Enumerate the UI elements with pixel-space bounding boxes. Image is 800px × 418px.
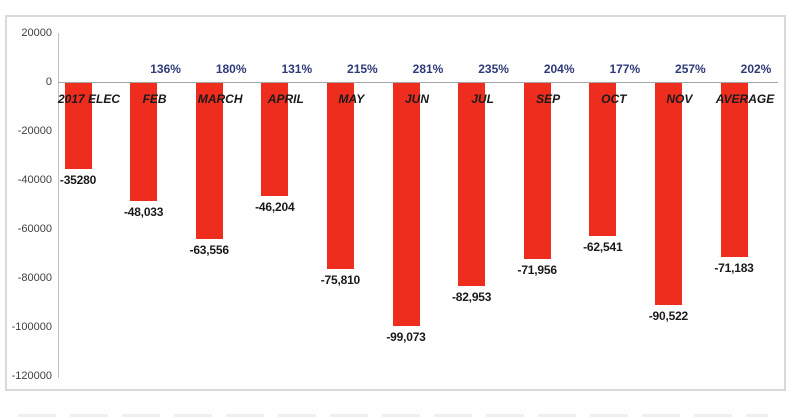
percent-label: 177% [609,62,641,76]
y-tick-label: -40000 [17,174,52,186]
category-label: MARCH [197,92,243,106]
bar [589,83,617,236]
percent-label: 131% [281,62,313,76]
category-label: NOV [666,92,693,106]
percent-label: 235% [478,62,509,76]
y-axis-line [58,33,59,378]
percent-label: 281% [412,62,444,76]
y-tick-label: -20000 [17,125,52,137]
bar [523,83,551,259]
value-label: -35280 [59,173,97,187]
percent-label: 204% [543,62,575,76]
y-tick-label: 0 [45,76,52,88]
y-tick-label: -60000 [17,223,52,235]
category-label: FEB [142,92,167,106]
value-label: -82,953 [451,290,492,304]
category-label: JUN [404,92,429,106]
percent-label: 136% [150,62,181,76]
bar [130,83,158,201]
percent-label: 257% [675,62,706,76]
bar [64,83,92,169]
bar [392,83,420,326]
y-tick-label: -120000 [11,370,52,382]
bar [326,83,354,269]
bar [458,83,486,286]
category-label: MAY [338,92,365,106]
percent-label: 202% [740,62,772,76]
percent-label: 215% [347,62,378,76]
cropped-table-edge [18,414,768,417]
percent-label: 180% [215,62,247,76]
y-tick-label: -100000 [11,321,52,333]
bar [720,83,748,257]
bar [195,83,223,239]
value-label: -46,204 [255,200,295,214]
value-label: -48,033 [123,205,164,219]
bar [261,83,289,196]
category-label: AVERAGE [715,92,775,106]
category-label: SEP [536,92,561,106]
value-label: -62,541 [583,240,623,254]
category-label: 2017 ELEC [57,92,121,106]
y-tick-label: -80000 [17,272,52,284]
value-label: -71,183 [714,261,754,275]
zero-axis-line [58,82,778,83]
bar [654,83,682,305]
y-tick-label: 20000 [21,27,52,39]
value-label: -75,810 [320,273,361,287]
value-label: -63,556 [189,243,230,257]
value-label: -99,073 [386,330,426,344]
category-label: OCT [601,92,627,106]
category-label: APRIL [267,92,304,106]
value-label: -71,956 [517,263,558,277]
value-label: -90,522 [648,309,689,323]
category-label: JUL [471,92,494,106]
